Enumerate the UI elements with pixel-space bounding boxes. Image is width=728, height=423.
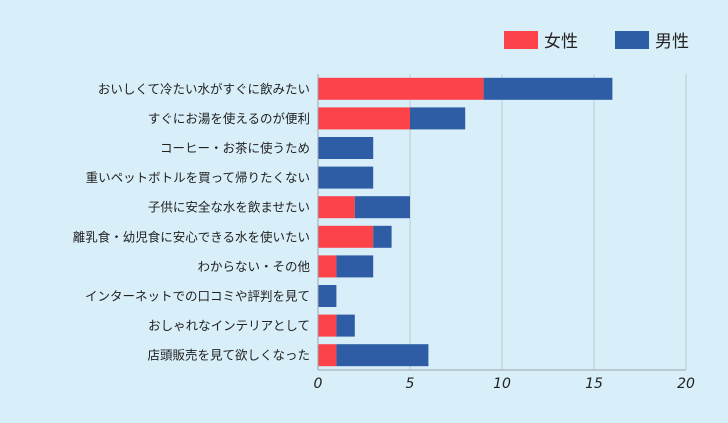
- category-label: 店頭販売を見て欲しくなった: [147, 348, 310, 363]
- x-tick-label: 15: [585, 376, 603, 392]
- bar-segment-male: [336, 314, 355, 337]
- legend-swatch-male: [615, 31, 649, 49]
- bar-segment-male: [354, 196, 410, 219]
- category-label: 子供に安全な水を飲ませたい: [148, 200, 310, 215]
- bar-segment-female: [318, 344, 337, 367]
- x-tick-label: 20: [677, 376, 695, 392]
- bar-segment-male: [318, 166, 374, 189]
- category-label: おいしくて冷たい水がすぐに飲みたい: [98, 81, 310, 96]
- category-label: インターネットでの口コミや評判を見て: [85, 289, 310, 304]
- legend-swatch-female: [504, 31, 538, 49]
- bar-segment-male: [318, 137, 374, 159]
- bar-segment-male: [336, 344, 429, 367]
- bar-segment-female: [318, 107, 410, 130]
- category-label: 重いペットボトルを買って帰りたくない: [86, 170, 310, 185]
- bar-segment-male: [483, 77, 613, 100]
- bar-segment-female: [318, 255, 337, 278]
- bar-segment-female: [318, 225, 374, 248]
- category-label: おしゃれなインテリアとして: [148, 318, 310, 333]
- x-tick-label: 0: [314, 376, 323, 392]
- bar-segment-male: [318, 285, 337, 307]
- legend-label: 男性: [655, 32, 689, 52]
- x-tick-label: 10: [493, 376, 511, 392]
- category-label: わからない・その他: [197, 259, 310, 274]
- legend-label: 女性: [544, 32, 578, 52]
- x-tick-label: 5: [406, 376, 415, 392]
- category-label: 離乳食・幼児食に安心できる水を使いたい: [73, 229, 310, 244]
- bar-segment-female: [318, 77, 484, 100]
- bar-segment-female: [318, 314, 337, 337]
- category-label: コーヒー・お茶に使うため: [160, 141, 310, 156]
- bar-segment-female: [318, 196, 355, 219]
- bar-segment-male: [410, 107, 466, 130]
- category-label: すぐにお湯を使えるのが便利: [148, 111, 310, 126]
- bar-segment-male: [373, 225, 392, 248]
- bar-segment-male: [336, 255, 374, 278]
